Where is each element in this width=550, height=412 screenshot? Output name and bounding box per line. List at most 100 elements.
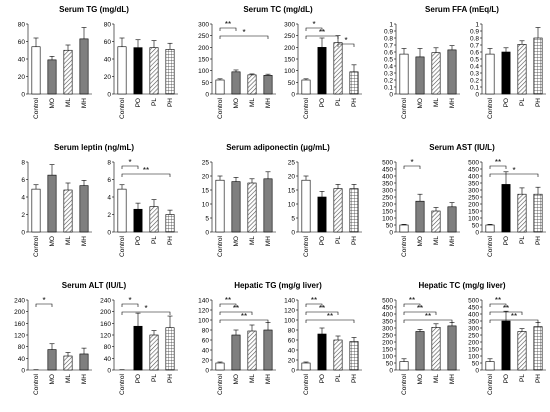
- significance-label: *: [344, 36, 347, 45]
- category-label: ML: [65, 374, 72, 383]
- bar: [79, 185, 89, 233]
- category-label: MH: [449, 98, 456, 108]
- y-tick-label: 0: [21, 230, 25, 237]
- significance-label: *: [144, 304, 147, 313]
- bar: [79, 353, 89, 371]
- category-label: PO: [319, 374, 326, 383]
- y-tick-label: 60: [288, 338, 296, 345]
- bar: [349, 188, 359, 233]
- significance-label: **: [225, 296, 231, 305]
- bar: [31, 188, 41, 233]
- y-tick-label: 20: [202, 174, 210, 181]
- y-tick-label: 250: [468, 195, 479, 202]
- category-label: Control: [33, 373, 40, 395]
- bar: [165, 49, 175, 95]
- bar: [149, 47, 159, 95]
- significance-bracket: [121, 165, 139, 169]
- bar: [485, 53, 495, 95]
- y-tick-label: 40: [104, 57, 112, 64]
- bar: [63, 49, 73, 95]
- y-tick-label: 0: [389, 92, 393, 99]
- panel-title: Serum TG (mg/dL): [59, 5, 129, 14]
- y-tick-label: 0: [475, 368, 479, 375]
- significance-bracket: [219, 311, 253, 315]
- category-label: PH: [167, 374, 174, 383]
- y-tick-label: 0: [107, 368, 111, 375]
- y-tick-label: 140: [284, 298, 295, 305]
- bar: [165, 214, 175, 233]
- category-label: ML: [65, 98, 72, 107]
- y-tick-label: 500: [468, 160, 479, 167]
- y-tick-label: 0: [291, 230, 295, 237]
- category-label: PH: [167, 98, 174, 107]
- category-label: PO: [503, 374, 510, 383]
- category-label: Control: [303, 373, 310, 395]
- category-label: PO: [135, 374, 142, 383]
- bar: [415, 56, 425, 95]
- significance-bracket: [403, 311, 437, 315]
- y-tick-label: 80: [18, 22, 26, 29]
- category-label: PL: [151, 374, 158, 382]
- significance-label: *: [410, 158, 413, 167]
- y-tick-label: 5: [205, 216, 209, 223]
- significance-bracket: [403, 319, 453, 323]
- significance-label: **: [511, 312, 517, 321]
- y-tick-label: 20: [288, 358, 296, 365]
- y-tick-label: 50: [386, 361, 394, 368]
- y-tick-label: 400: [468, 312, 479, 319]
- significance-label: *: [512, 166, 515, 175]
- y-tick-label: 250: [382, 333, 393, 340]
- category-label: MO: [233, 236, 240, 246]
- category-label: Control: [401, 97, 408, 119]
- bar: [517, 331, 527, 371]
- significance-label: **: [417, 304, 423, 313]
- significance-label: **: [241, 312, 247, 321]
- y-tick-label: 450: [382, 305, 393, 312]
- category-label: ML: [249, 236, 256, 245]
- y-tick-label: 120: [14, 333, 25, 340]
- y-tick-label: 450: [382, 167, 393, 174]
- category-label: PO: [503, 236, 510, 245]
- y-tick-label: 80: [288, 328, 296, 335]
- y-tick-label: 0.2: [470, 78, 479, 85]
- y-tick-label: 0: [205, 368, 209, 375]
- bar: [447, 49, 457, 95]
- y-tick-label: 80: [202, 328, 210, 335]
- y-tick-label: 10: [202, 202, 210, 209]
- bar: [349, 341, 359, 371]
- bar: [431, 326, 441, 371]
- significance-bracket: [219, 319, 269, 323]
- significance-label: *: [128, 158, 131, 167]
- y-tick-label: 300: [382, 188, 393, 195]
- y-tick-label: 0: [205, 92, 209, 99]
- y-tick-label: 300: [382, 326, 393, 333]
- bar: [317, 47, 327, 95]
- y-tick-label: 40: [288, 348, 296, 355]
- y-tick-label: 0: [475, 92, 479, 99]
- y-tick-label: 100: [198, 68, 209, 75]
- category-label: Control: [119, 97, 126, 119]
- significance-bracket: [489, 165, 507, 169]
- significance-bracket: [403, 165, 421, 169]
- y-tick-label: 50: [386, 223, 394, 230]
- category-label: MO: [417, 374, 424, 384]
- y-tick-label: 350: [468, 319, 479, 326]
- bar: [117, 46, 127, 95]
- panel-title: Hepatic TC (mg/g liver): [418, 281, 506, 290]
- bar: [215, 179, 225, 233]
- y-tick-label: 450: [468, 305, 479, 312]
- category-label: ML: [249, 374, 256, 383]
- y-tick-label: 0.7: [384, 43, 393, 50]
- bar: [301, 362, 311, 371]
- y-tick-label: 0: [107, 230, 111, 237]
- significance-label: *: [128, 296, 131, 305]
- significance-label: **: [233, 304, 239, 313]
- bar: [431, 210, 441, 233]
- category-label: Control: [33, 97, 40, 119]
- y-tick-label: 40: [18, 57, 26, 64]
- category-label: ML: [433, 374, 440, 383]
- panel-title: Serum FFA (mEq/L): [425, 5, 499, 14]
- category-label: Control: [217, 97, 224, 119]
- significance-label: **: [319, 28, 325, 37]
- significance-bracket: [489, 311, 523, 315]
